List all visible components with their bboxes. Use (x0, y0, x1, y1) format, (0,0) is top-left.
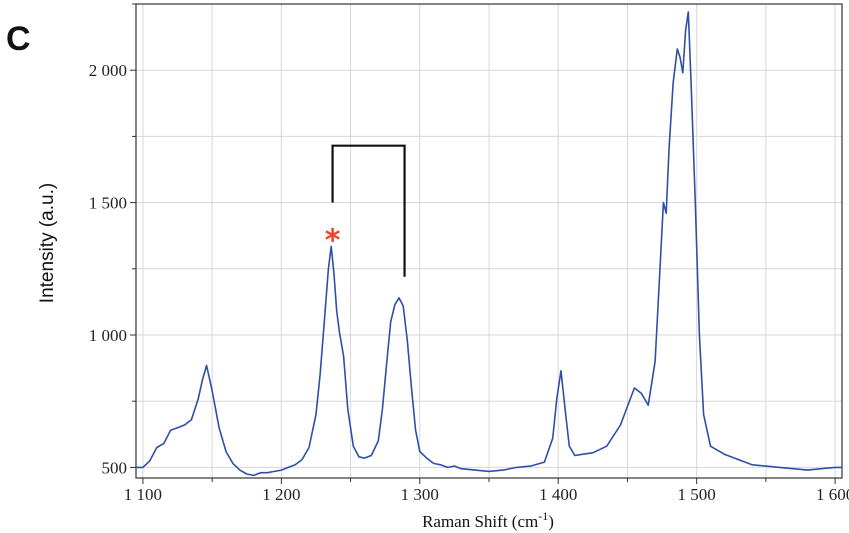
x-tick-label: 1 300 (401, 485, 439, 504)
x-tick-label: 1 400 (539, 485, 577, 504)
x-tick-label: 1 100 (124, 485, 162, 504)
x-tick-label: 1 500 (678, 485, 716, 504)
panel-letter: C (6, 20, 31, 58)
annotations: * (325, 144, 406, 277)
x-tick-label: 1 200 (262, 485, 300, 504)
axis-ticks: 1 100 1 200 1 300 1 400 1 500 1 600 500 1 000 1 … (89, 3, 849, 504)
gridlines (136, 3, 842, 478)
spectrum-line (136, 11, 842, 477)
y-tick-label: 2 000 (89, 61, 127, 80)
y-tick-label: 500 (102, 458, 128, 477)
y-axis-label: Intensity (a.u.) (37, 183, 58, 303)
peak-star-marker: * (325, 223, 341, 258)
x-axis-label: Raman Shift (cm-1) (422, 509, 554, 531)
y-tick-label: 1 000 (89, 326, 127, 345)
peak-bracket (331, 144, 406, 277)
x-tick-label: 1 600 (816, 485, 849, 504)
series-layer (136, 11, 842, 477)
y-tick-label: 1 500 (89, 194, 127, 213)
